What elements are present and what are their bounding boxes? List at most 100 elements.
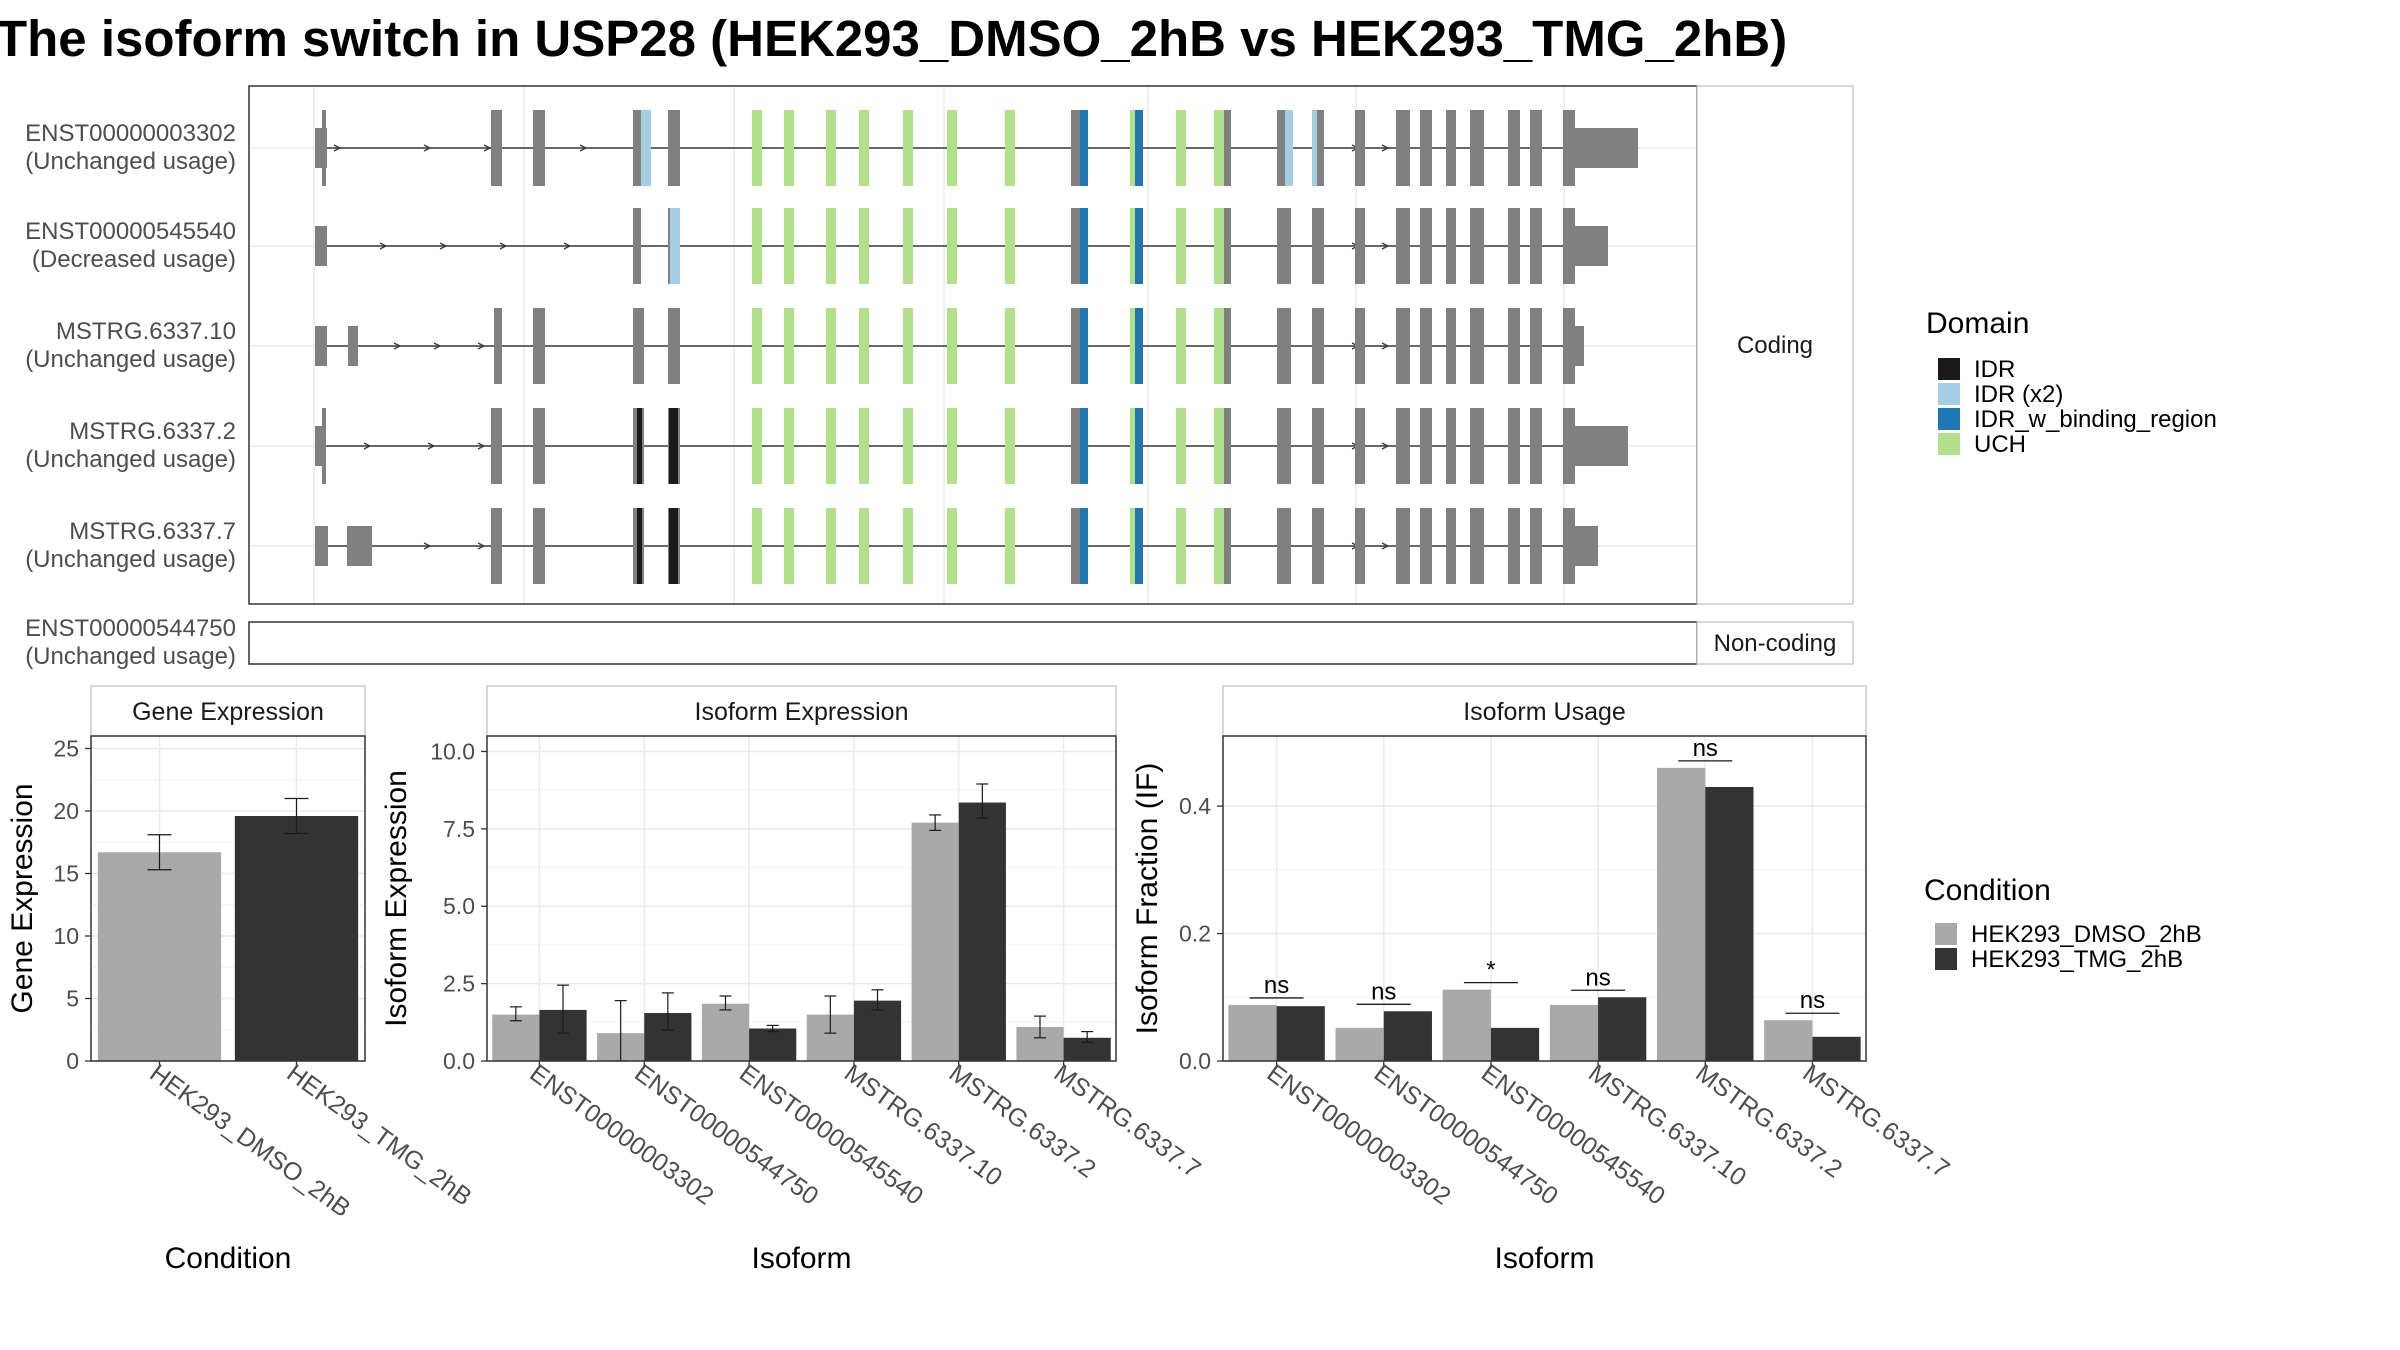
coding-strip: [1696, 85, 1854, 605]
uch-domain: [1005, 110, 1015, 186]
x-axis-title: Isoform: [1494, 1242, 1594, 1275]
exon: [1446, 508, 1456, 584]
noncoding-strip-label: Non-coding: [1714, 630, 1837, 657]
uch-domain: [784, 308, 794, 384]
exon: [1508, 508, 1520, 584]
x-tick-label: ENST00000544750: [1369, 1059, 1563, 1211]
exon: [1277, 508, 1291, 584]
significance-label: ns: [1800, 987, 1825, 1014]
uch-domain: [1214, 508, 1224, 584]
idr-binding-region-domain: [1080, 408, 1088, 484]
domain-legend-title: Domain: [1926, 307, 2029, 340]
condition-legend-swatch: [1935, 948, 1957, 970]
uch-domain: [947, 508, 957, 584]
uch-domain: [903, 110, 913, 186]
uch-domain: [947, 308, 957, 384]
idr-binding-region-domain: [1135, 408, 1143, 484]
strand-arrow: [477, 542, 486, 550]
bar: [749, 1028, 797, 1061]
exon: [1312, 308, 1324, 384]
coding-strip-label: Coding: [1737, 332, 1813, 359]
uch-domain: [859, 308, 869, 384]
domain-legend-label: IDR_w_binding_region: [1974, 406, 2217, 433]
uch-domain: [1176, 208, 1186, 284]
facet-strip: [1222, 685, 1867, 737]
transcript-usage-label: (Unchanged usage): [25, 346, 236, 373]
uch-domain: [784, 110, 794, 186]
uch-domain: [1005, 408, 1015, 484]
exon: [1312, 208, 1324, 284]
uch-domain: [826, 110, 836, 186]
exon: [1277, 208, 1291, 284]
strand-arrow: [433, 342, 442, 350]
strand-arrow: [1381, 342, 1390, 350]
uch-domain: [826, 208, 836, 284]
exon: [1277, 408, 1291, 484]
exon: [322, 408, 326, 484]
exon: [1420, 408, 1432, 484]
utr-exon: [1568, 426, 1628, 466]
exon: [1355, 408, 1365, 484]
bar: [1490, 1027, 1540, 1061]
strand-arrow: [477, 442, 486, 450]
panel-border: [90, 735, 366, 1062]
transcript-usage-label: (Unchanged usage): [25, 643, 236, 670]
plot-panel: [1223, 736, 1866, 1061]
y-tick-label: 5.0: [443, 893, 475, 919]
transcript-track: [315, 110, 1638, 186]
bar: [1812, 1036, 1861, 1061]
strand-arrow: [333, 144, 342, 152]
utr-exon: [1568, 526, 1598, 566]
uch-domain: [1214, 408, 1224, 484]
exon: [1396, 408, 1410, 484]
exon: [1446, 208, 1456, 284]
condition-legend-label: HEK293_DMSO_2hB: [1971, 921, 2202, 948]
exon: [491, 508, 502, 584]
idr-domain: [637, 408, 642, 484]
idr-binding-region-domain: [1080, 208, 1088, 284]
bar: [1276, 1006, 1325, 1061]
domain-legend-label: IDR: [1974, 356, 2015, 383]
exon: [533, 110, 545, 186]
idr-x2-domain: [670, 208, 680, 284]
uch-domain: [1176, 508, 1186, 584]
transcript-track: [315, 208, 1608, 284]
significance-label: ns: [1371, 978, 1396, 1005]
y-tick-label: 7.5: [443, 816, 475, 842]
uch-domain: [947, 110, 957, 186]
exon: [1508, 208, 1520, 284]
uch-domain: [784, 508, 794, 584]
exon: [633, 308, 644, 384]
exon: [1470, 208, 1484, 284]
domain-legend-swatch: [1938, 433, 1960, 455]
strand-arrow: [1381, 542, 1390, 550]
idr-x2-domain: [1285, 110, 1293, 186]
exon: [1277, 308, 1291, 384]
y-tick-label: 0.4: [1179, 793, 1211, 819]
uch-domain: [752, 308, 762, 384]
exon: [633, 110, 641, 186]
bar: [1598, 997, 1647, 1061]
exon: [1221, 408, 1231, 484]
exon: [1530, 508, 1542, 584]
exon: [1470, 308, 1484, 384]
transcript-track: [315, 508, 1598, 584]
idr-binding-region-domain: [1080, 308, 1088, 384]
idr-binding-region-domain: [1080, 508, 1088, 584]
isoform-usage-chart: Isoform Usage ns ns * ns ns ns 0.0 0.2 0.4 ENST000…: [1131, 685, 1955, 1275]
idr-binding-region-domain: [1135, 308, 1143, 384]
uch-domain: [826, 408, 836, 484]
bar: [1764, 1020, 1813, 1061]
exon: [1420, 308, 1432, 384]
significance-label: ns: [1693, 735, 1718, 762]
exon: [315, 326, 327, 366]
x-tick-label: ENST00000544750: [629, 1059, 823, 1211]
strand-arrow: [477, 342, 486, 350]
bar: [1228, 1004, 1277, 1061]
uch-domain: [1214, 308, 1224, 384]
significance-label: ns: [1585, 964, 1610, 991]
bar: [1383, 1011, 1432, 1061]
transcript-usage-label: (Decreased usage): [32, 246, 236, 273]
uch-domain: [903, 308, 913, 384]
